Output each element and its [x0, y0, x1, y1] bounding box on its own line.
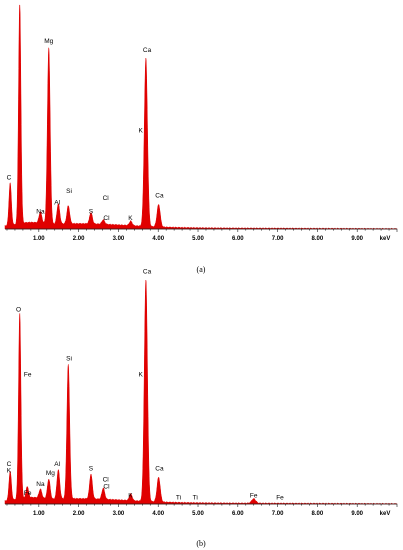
peak-label-s: S: [89, 465, 94, 472]
peak-label-fe: Fe: [24, 371, 32, 378]
peak-label-si: Si: [66, 188, 72, 195]
peak-label-cl: Cl: [103, 215, 110, 222]
peak-label-ca: Ca: [155, 465, 164, 472]
x-tick-label: 2.00: [73, 511, 85, 517]
peak-label-mg: Mg: [44, 38, 53, 45]
spectrum-panel-b: 1.00 2.00 3.00 4.00 5.00 6.00 7.00 8.00 9.00 keV O…: [4, 268, 398, 517]
peak-label-k: K: [7, 468, 12, 475]
caption-a: (a): [197, 265, 206, 274]
peak-label-ca: Ca: [155, 193, 164, 200]
peak-label-ca: Ca: [143, 47, 152, 54]
x-axis-unit-label: keV: [380, 511, 391, 517]
peak-label-k: K: [139, 371, 144, 378]
peak-label-na: Na: [36, 481, 45, 488]
peak-label-na: Na: [36, 208, 45, 215]
peak-label-c: C: [7, 175, 12, 182]
x-tick-label: 4.00: [152, 236, 164, 242]
x-tick-label: 5.00: [192, 236, 204, 242]
peak-label-ti: Ti: [193, 495, 198, 502]
x-tick-label: 9.00: [351, 511, 363, 517]
peak-label-fe: Fe: [250, 492, 258, 499]
x-tick-label: 1.00: [33, 511, 45, 517]
x-tick-label: 7.00: [272, 511, 284, 517]
peak-label-s: S: [89, 208, 94, 215]
peak-label-ti: Ti: [176, 495, 181, 502]
spectrum-area: [4, 279, 398, 505]
peak-label-o: O: [16, 306, 21, 313]
peak-label-k: K: [128, 215, 133, 222]
peak-label-si: Si: [66, 356, 72, 363]
x-axis-unit-label: keV: [380, 236, 391, 242]
x-tick-label: 3.00: [113, 236, 125, 242]
caption-b: (b): [196, 539, 206, 548]
x-tick-label: 6.00: [232, 511, 244, 517]
peak-label-al: Al: [54, 199, 60, 206]
x-tick-label: 4.00: [152, 511, 164, 517]
peak-label-c: C: [7, 461, 12, 468]
peak-label-fe: Fe: [24, 490, 32, 497]
peak-label-k: K: [128, 492, 133, 499]
spectrum-area: [4, 4, 398, 230]
x-tick-label: 5.00: [192, 511, 204, 517]
spectrum-panel-a: 1.002.003.004.005.006.007.008.009.00keVO…: [4, 0, 398, 242]
x-tick-label: 1.00: [33, 236, 45, 242]
x-tick-label: 8.00: [312, 236, 324, 242]
x-tick-label: 9.00: [351, 236, 363, 242]
x-tick-label: 2.00: [73, 236, 85, 242]
peak-label-k: K: [139, 128, 144, 135]
x-tick-label: 3.00: [113, 511, 125, 517]
peak-label-mg: Mg: [46, 470, 55, 477]
peak-label-cl: Cl: [103, 483, 110, 490]
x-tick-label: 7.00: [272, 236, 284, 242]
peak-label-al: Al: [54, 461, 60, 468]
x-tick-label: 8.00: [312, 511, 324, 517]
peak-label-ca: Ca: [143, 268, 152, 275]
peak-label-cl: Cl: [103, 195, 110, 202]
x-tick-label: 6.00: [232, 236, 244, 242]
peak-label-cl: Cl: [103, 477, 110, 484]
peak-label-fe: Fe: [276, 495, 284, 502]
